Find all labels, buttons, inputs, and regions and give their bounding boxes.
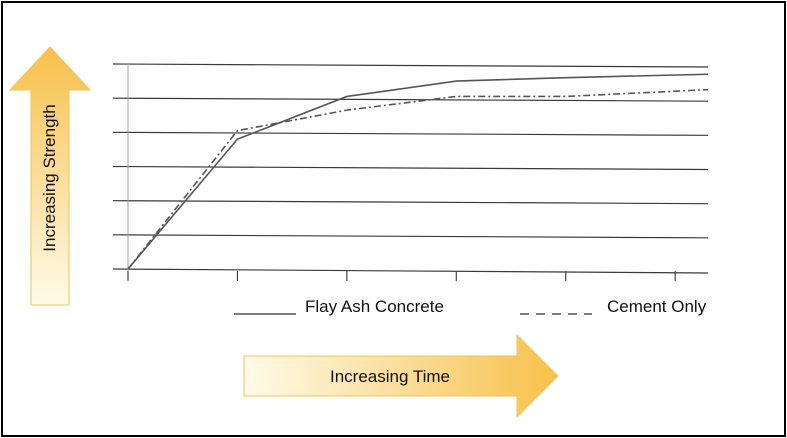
- series-line-cement-only: [127, 88, 709, 270]
- grid-line: [112, 268, 709, 274]
- grid-lines: [112, 63, 709, 274]
- grid-line: [112, 97, 709, 102]
- legend-label-cement-only: Cement Only: [607, 297, 707, 316]
- grid-line: [112, 234, 709, 239]
- x-arrow: [243, 333, 559, 419]
- grid-line: [112, 200, 709, 205]
- y-axis-label: Increasing Strength: [40, 104, 59, 252]
- series-lines: [127, 73, 709, 270]
- grid-line: [112, 131, 709, 136]
- y-arrow: [8, 46, 92, 306]
- x-axis-label: Increasing Time: [330, 367, 450, 386]
- grid-line: [112, 63, 709, 68]
- legend-label-flay-ash: Flay Ash Concrete: [305, 297, 444, 316]
- grid-line: [112, 165, 709, 171]
- x-axis: [127, 64, 676, 281]
- series-line-flay-ash: [127, 73, 709, 270]
- y-axis-label-wrap: Increasing Strength: [10, 48, 90, 308]
